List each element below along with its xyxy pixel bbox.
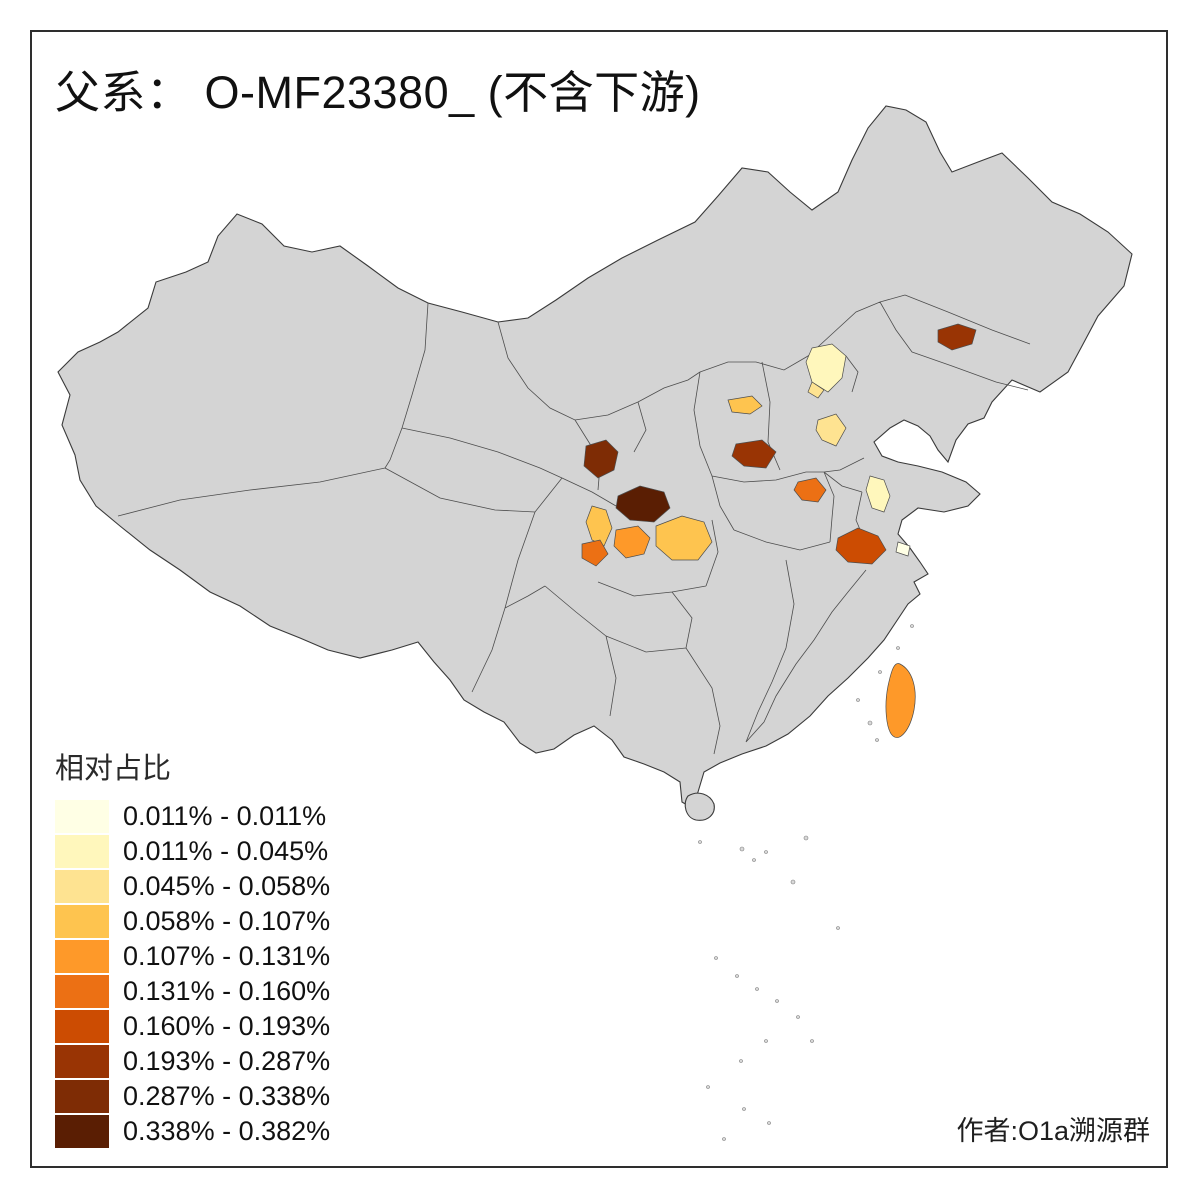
region-chengdu-sichuan xyxy=(581,539,609,567)
legend-swatch xyxy=(55,975,109,1008)
legend-label: 0.131% - 0.160% xyxy=(123,976,331,1006)
legend-title: 相对占比 xyxy=(55,753,172,785)
small-islands-group xyxy=(698,624,914,1141)
legend-item: 0.011% - 0.045% xyxy=(55,835,330,868)
legend-label: 0.160% - 0.193% xyxy=(123,1011,331,1041)
region-western-shandong xyxy=(815,413,847,447)
region-beijing-southwest xyxy=(807,381,825,399)
legend-label: 0.058% - 0.107% xyxy=(123,906,331,936)
legend-label: 0.011% - 0.045% xyxy=(123,836,329,866)
author-credit: 作者:O1a溯源群 xyxy=(956,1116,1150,1146)
legend-item: 0.011% - 0.011% xyxy=(55,800,330,833)
legend-swatch xyxy=(55,1115,109,1148)
region-sichuan-basin-east xyxy=(655,515,713,561)
region-beijing xyxy=(805,343,847,393)
region-southern-gansu xyxy=(583,439,619,479)
legend-item: 0.160% - 0.193% xyxy=(55,1010,330,1043)
map-title: 父系： O-MF23380_ (不含下游) xyxy=(55,67,701,118)
region-northern-anhui xyxy=(793,477,827,503)
region-southern-jiangsu xyxy=(835,527,887,565)
legend-label: 0.107% - 0.131% xyxy=(123,941,331,971)
legend-item: 0.193% - 0.287% xyxy=(55,1045,330,1078)
legend-item: 0.287% - 0.338% xyxy=(55,1080,330,1113)
region-taiwan xyxy=(885,663,916,738)
legend-swatch xyxy=(55,1045,109,1078)
legend-item: 0.131% - 0.160% xyxy=(55,975,330,1008)
region-southern-shanxi xyxy=(731,439,777,469)
legend-swatch xyxy=(55,835,109,868)
legend-swatch xyxy=(55,1010,109,1043)
legend-item: 0.058% - 0.107% xyxy=(55,905,330,938)
region-central-shanxi xyxy=(727,395,763,415)
legend-swatch xyxy=(55,800,109,833)
region-hanzhong-shaanxi xyxy=(615,485,671,523)
legend-label: 0.193% - 0.287% xyxy=(123,1046,331,1076)
legend-label: 0.338% - 0.382% xyxy=(123,1116,331,1146)
hainan-island xyxy=(684,792,715,821)
region-chaoyang-liaoning xyxy=(937,323,977,351)
legend-swatch xyxy=(55,870,109,903)
legend-swatch xyxy=(55,905,109,938)
region-northern-sichuan xyxy=(585,505,613,547)
legend-swatch xyxy=(55,1080,109,1113)
legend: 相对占比 0.011% - 0.011% 0.011% - 0.045% 0.0… xyxy=(55,752,330,1150)
legend-label: 0.011% - 0.011% xyxy=(123,801,327,831)
region-shanghai-area xyxy=(895,541,911,557)
legend-item: 0.107% - 0.131% xyxy=(55,940,330,973)
legend-label: 0.045% - 0.058% xyxy=(123,871,331,901)
legend-item: 0.338% - 0.382% xyxy=(55,1115,330,1148)
legend-swatch xyxy=(55,940,109,973)
region-eastern-sichuan xyxy=(613,525,651,559)
legend-label: 0.287% - 0.338% xyxy=(123,1081,331,1111)
region-coastal-jiangsu xyxy=(865,475,891,513)
legend-item: 0.045% - 0.058% xyxy=(55,870,330,903)
